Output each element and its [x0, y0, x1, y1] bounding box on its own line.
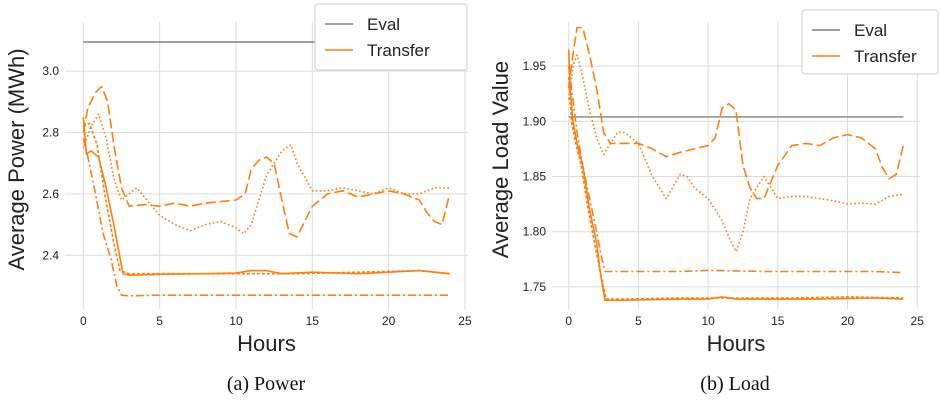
- x-tick-label: 20: [382, 314, 396, 328]
- y-tick-label: 1.85: [523, 170, 547, 184]
- y-tick-label: 2.6: [42, 187, 59, 201]
- y-tick-label: 2.8: [42, 126, 59, 140]
- series-line-transfer-2: [567, 26, 905, 200]
- figure-caption: (a) Power: [227, 373, 306, 395]
- x-axis-label: Hours: [237, 331, 296, 356]
- x-axis-label: Hours: [707, 331, 766, 356]
- series-line-transfer-1: [567, 49, 904, 301]
- series-line-transfer-3: [567, 54, 904, 253]
- legend-entry-label: Eval: [854, 21, 887, 40]
- legend-entry-label: Transfer: [367, 41, 430, 60]
- legend-box: [801, 9, 939, 75]
- x-tick-label: 15: [771, 314, 785, 328]
- y-tick-label: 1.80: [523, 225, 547, 239]
- y-tick-label: 3.0: [42, 64, 59, 78]
- y-tick-label: 1.95: [523, 59, 547, 73]
- y-tick-label: 2.4: [42, 248, 59, 262]
- x-tick-label: 25: [911, 314, 925, 328]
- chart-power: 0 5 10 15 20 25 2.4 2.6 2.8 3.0 Hours Average Power…: [4, 3, 472, 395]
- y-axis-label: Average Power (MWh): [4, 48, 29, 270]
- x-tick-label: 25: [458, 314, 472, 328]
- y-tick-label: 1.90: [523, 114, 547, 128]
- legend-entry-label: Transfer: [854, 47, 917, 66]
- legend-box: [314, 3, 468, 71]
- series-line-transfer-4: [567, 66, 904, 274]
- y-tick-label: 1.75: [523, 280, 547, 294]
- x-tick-label: 5: [635, 314, 642, 328]
- y-axis-label: Average Load Value: [488, 61, 513, 258]
- x-tick-label: 10: [229, 314, 243, 328]
- series-line-transfer-4: [82, 138, 450, 297]
- legend: Eval Transfer: [314, 3, 468, 71]
- series-line-transfer-2: [82, 85, 451, 238]
- x-tick-label: 20: [841, 314, 855, 328]
- x-tick-label: 0: [565, 314, 572, 328]
- x-tick-label: 10: [701, 314, 715, 328]
- x-tick-label: 5: [156, 314, 163, 328]
- chart-load: 0 5 10 15 20 25 1.75 1.80 1.85 1.90 1.95 Hours Avera…: [488, 9, 939, 395]
- series-line-transfer-5: [82, 122, 450, 275]
- legend-entry-label: Eval: [367, 15, 400, 34]
- x-tick-label: 0: [80, 314, 87, 328]
- legend: Eval Transfer: [801, 9, 939, 75]
- series-line-transfer-5: [567, 77, 904, 300]
- figure-caption: (b) Load: [700, 373, 769, 395]
- x-tick-label: 15: [306, 314, 320, 328]
